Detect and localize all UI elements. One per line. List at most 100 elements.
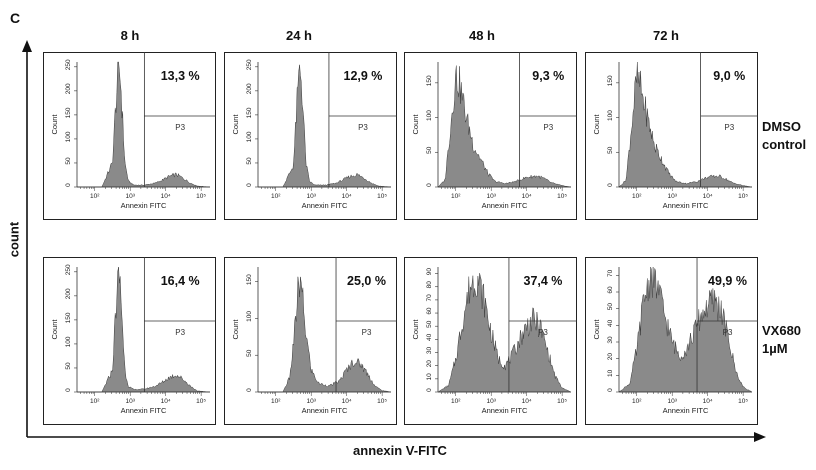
histogram-area <box>437 273 572 393</box>
x-tick-label: 10² <box>90 398 100 405</box>
panel-y-label: Count <box>50 319 59 340</box>
x-axis-title: annexin V-FITC <box>353 443 447 458</box>
percent-label: 12,9 % <box>344 69 383 83</box>
gate-label: P3 <box>724 123 734 132</box>
panel-y-label: Count <box>592 114 601 135</box>
panel-frame <box>585 52 758 220</box>
y-tick-label: 0 <box>65 388 72 392</box>
panel-x-label: Annexin FITC <box>663 201 709 210</box>
x-tick-label: 10³ <box>306 193 316 200</box>
y-tick-label: 100 <box>246 131 253 142</box>
x-tick-label: 10⁵ <box>196 193 206 200</box>
x-tick-label: 10⁴ <box>522 193 532 200</box>
y-tick-label: 50 <box>607 146 614 154</box>
y-tick-label: 80 <box>426 281 433 289</box>
histogram-panel-vx680-8h: 0 50 100 150 200 250 10² 10³ 10⁴ 10⁵ Annexin FITC C… <box>43 257 216 425</box>
y-tick-label: 200 <box>65 83 72 94</box>
y-tick-label: 30 <box>426 347 433 355</box>
panel-y-label: Count <box>411 319 420 340</box>
x-tick-label: 10² <box>90 193 100 200</box>
percent-label: 37,4 % <box>524 274 563 288</box>
y-tick-label: 0 <box>246 388 253 392</box>
x-tick-label: 10² <box>451 193 461 200</box>
x-tick-label: 10³ <box>306 398 316 405</box>
y-tick-label: 150 <box>65 312 72 323</box>
panel-y-label: Count <box>231 319 240 340</box>
panel-x-label: Annexin FITC <box>121 201 167 210</box>
y-tick-label: 50 <box>426 320 433 328</box>
row-label-dmso-line2: control <box>762 137 807 152</box>
panel-frame <box>224 257 397 425</box>
x-tick-label: 10⁵ <box>738 398 748 405</box>
x-tick-label: 10⁴ <box>522 398 532 405</box>
x-tick-label: 10³ <box>486 398 496 405</box>
x-axis-arrow-head <box>754 432 766 442</box>
gate-label: P3 <box>175 328 185 337</box>
y-tick-label: 150 <box>65 107 72 118</box>
y-tick-label: 30 <box>607 336 614 344</box>
histogram-panel-dmso-48h: 0 50 100 150 10² 10³ 10⁴ 10⁵ Annexin FITC Count P3… <box>404 52 577 220</box>
panel-x-label: Annexin FITC <box>302 406 348 415</box>
y-tick-label: 200 <box>65 288 72 299</box>
y-tick-label: 10 <box>607 369 614 377</box>
panel-letter: C <box>10 10 21 26</box>
gate-label: P3 <box>723 328 733 337</box>
y-tick-label: 0 <box>607 388 614 392</box>
x-tick-label: 10² <box>271 398 281 405</box>
x-tick-label: 10⁵ <box>196 398 206 405</box>
x-tick-label: 10³ <box>125 193 135 200</box>
percent-label: 16,4 % <box>161 274 200 288</box>
y-tick-label: 100 <box>65 336 72 347</box>
y-axis-arrow-head <box>22 40 32 52</box>
y-tick-label: 90 <box>426 268 433 276</box>
panel-x-label: Annexin FITC <box>121 406 167 415</box>
histogram-panel-dmso-8h: 0 50 100 150 200 250 10² 10³ 10⁴ 10⁵ Annexin FITC C… <box>43 52 216 220</box>
x-tick-label: 10⁴ <box>342 193 352 200</box>
column-header-72h: 72 h <box>652 28 679 43</box>
panel-frame <box>43 52 216 220</box>
y-tick-label: 50 <box>65 362 72 370</box>
x-tick-label: 10⁴ <box>161 193 171 200</box>
y-tick-label: 250 <box>65 264 72 275</box>
y-tick-label: 250 <box>246 59 253 70</box>
percent-label: 13,3 % <box>161 69 200 83</box>
x-tick-label: 10³ <box>125 398 135 405</box>
y-tick-label: 50 <box>426 146 433 154</box>
histogram-panel-dmso-24h: 0 50 100 150 200 250 10² 10³ 10⁴ 10⁵ Annexin FITC C… <box>224 52 397 220</box>
histogram-panel-vx680-48h: 0 10 20 30 40 50 60 70 80 90 10² 10³ 10⁴ 10⁵ Annexin F… <box>404 257 577 425</box>
histogram-area <box>618 61 753 188</box>
x-tick-label: 10² <box>271 193 281 200</box>
panel-y-label: Count <box>411 114 420 135</box>
panel-y-label: Count <box>50 114 59 135</box>
y-axis-title: count <box>6 221 22 258</box>
x-tick-label: 10⁵ <box>557 193 567 200</box>
y-tick-label: 20 <box>607 353 614 361</box>
histogram-panel-vx680-24h: 0 50 100 150 10² 10³ 10⁴ 10⁵ Annexin FITC Count P3… <box>224 257 397 425</box>
panel-y-label: Count <box>592 319 601 340</box>
column-header-48h: 48 h <box>468 28 495 43</box>
x-tick-label: 10⁵ <box>557 398 567 405</box>
y-tick-label: 250 <box>65 59 72 70</box>
y-tick-label: 100 <box>65 131 72 142</box>
panel-y-label: Count <box>231 114 240 135</box>
panel-x-label: Annexin FITC <box>663 406 709 415</box>
y-tick-label: 70 <box>426 294 433 302</box>
panel-x-label: Annexin FITC <box>302 201 348 210</box>
x-tick-label: 10⁵ <box>377 398 387 405</box>
x-tick-label: 10² <box>632 398 642 405</box>
x-tick-label: 10³ <box>667 398 677 405</box>
y-tick-label: 0 <box>65 183 72 187</box>
percent-label: 9,0 % <box>713 69 745 83</box>
histogram-panel-dmso-72h: 0 50 100 150 10² 10³ 10⁴ 10⁵ Annexin FITC Count P3… <box>585 52 758 220</box>
panel-frame <box>404 52 577 220</box>
y-tick-label: 100 <box>607 110 614 121</box>
y-tick-label: 150 <box>246 107 253 118</box>
column-header-24h: 24 h <box>285 28 312 43</box>
row-label-dmso-line1: DMSO <box>762 119 801 134</box>
y-tick-label: 40 <box>607 319 614 327</box>
histogram-area <box>618 266 753 393</box>
y-tick-label: 50 <box>65 157 72 165</box>
y-tick-label: 70 <box>607 269 614 277</box>
x-tick-label: 10³ <box>667 193 677 200</box>
